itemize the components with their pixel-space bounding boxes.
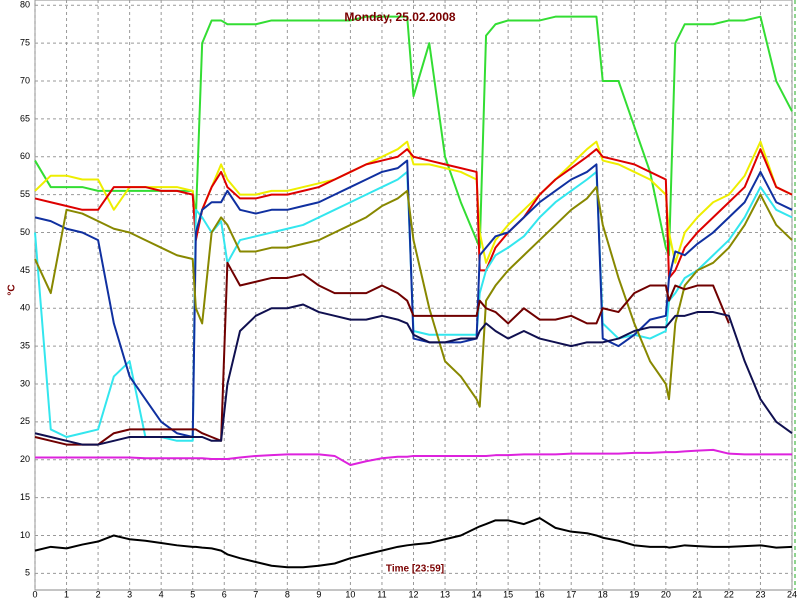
- y-tick-label: 5: [25, 568, 30, 578]
- y-tick-label: 45: [20, 265, 30, 275]
- x-tick-label: 7: [253, 589, 258, 599]
- chart-title: Monday, 25.02.2008: [344, 10, 455, 24]
- x-tick-label: 16: [535, 589, 545, 599]
- x-tick-label: 19: [629, 589, 639, 599]
- y-tick-label: 75: [20, 38, 30, 48]
- x-tick-label: 4: [159, 589, 164, 599]
- series-line: [34, 170, 793, 442]
- series-line: [34, 148, 793, 279]
- x-tick-label: 8: [285, 589, 290, 599]
- x-tick-label: 1: [64, 589, 69, 599]
- x-tick-label: 23: [755, 589, 765, 599]
- x-tick-label: 14: [472, 589, 482, 599]
- y-tick-label: 30: [20, 378, 30, 388]
- y-tick-label: 70: [20, 75, 30, 85]
- x-tick-label: 10: [345, 589, 355, 599]
- y-tick-label: 35: [20, 340, 30, 350]
- x-axis-label: Time [23:59]: [386, 564, 444, 575]
- x-tick-label: 21: [692, 589, 702, 599]
- y-axis-label: °C: [7, 284, 18, 295]
- series-line: [34, 261, 730, 446]
- y-tick-label: 50: [20, 227, 30, 237]
- y-tick-label: 25: [20, 416, 30, 426]
- y-tick-label: 65: [20, 113, 30, 123]
- x-tick-label: 5: [190, 589, 195, 599]
- y-tick-label: 20: [20, 454, 30, 464]
- y-tick-label: 55: [20, 189, 30, 199]
- y-tick-label: 80: [20, 0, 30, 10]
- y-tick-label: 10: [20, 530, 30, 540]
- x-tick-label: 13: [440, 589, 450, 599]
- x-tick-label: 11: [377, 589, 386, 599]
- x-tick-label: 12: [408, 589, 418, 599]
- x-tick-label: 22: [724, 589, 734, 599]
- x-tick-label: 3: [127, 589, 132, 599]
- x-tick-label: 18: [598, 589, 608, 599]
- y-tick-label: 60: [20, 151, 30, 161]
- x-tick-label: 15: [503, 589, 513, 599]
- x-tick-label: 9: [316, 589, 321, 599]
- series-line: [35, 448, 792, 467]
- x-tick-label: 20: [661, 589, 671, 599]
- x-tick-label: 24: [787, 589, 797, 599]
- series-line: [34, 186, 793, 408]
- x-tick-label: 2: [96, 589, 101, 599]
- series-line: [34, 303, 793, 446]
- series-line: [34, 517, 793, 569]
- y-tick-label: 40: [20, 303, 30, 313]
- x-tick-label: 17: [566, 589, 576, 599]
- x-tick-label: 0: [32, 589, 37, 599]
- x-tick-label: 6: [222, 589, 227, 599]
- y-tick-label: 15: [20, 492, 30, 502]
